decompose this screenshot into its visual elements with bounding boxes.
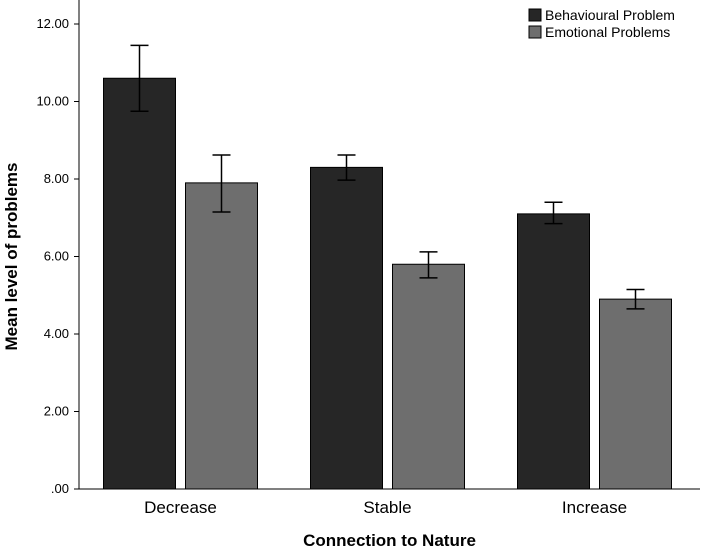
x-tick-labels: Decrease Stable Increase — [144, 498, 627, 517]
y-tick-label: 6.00 — [44, 249, 69, 264]
y-axis-title: Mean level of problems — [2, 163, 21, 351]
bars — [103, 77, 672, 490]
y-tick-label: 2.00 — [44, 404, 69, 419]
axes — [78, 0, 700, 490]
y-tick-label: 4.00 — [44, 326, 69, 341]
legend-label-behavioural: Behavioural Problem — [545, 7, 675, 23]
bar-emotional — [599, 298, 672, 490]
x-tick-label: Decrease — [144, 498, 217, 517]
x-tick-label: Increase — [562, 498, 627, 517]
bar-behavioural — [103, 77, 176, 490]
legend-label-emotional: Emotional Problems — [545, 24, 670, 40]
bar-behavioural — [517, 213, 590, 490]
legend-swatch-emotional — [528, 25, 542, 39]
y-tick-label: 10.00 — [36, 94, 69, 109]
y-tick-label: 12.00 — [36, 16, 69, 31]
y-tick-label: 8.00 — [44, 171, 69, 186]
y-tick-label: .00 — [51, 481, 69, 496]
x-tick-label: Stable — [363, 498, 411, 517]
bar-emotional — [392, 263, 465, 490]
bar-emotional — [185, 182, 258, 490]
legend-swatch-behavioural — [528, 8, 542, 22]
x-axis-title: Connection to Nature — [303, 531, 476, 549]
y-ticks: .00 2.00 4.00 6.00 8.00 10.00 12.00 — [36, 16, 79, 496]
bar-behavioural — [310, 166, 383, 490]
error-bars — [130, 44, 645, 310]
legend: Behavioural Problem Emotional Problems — [528, 7, 675, 40]
